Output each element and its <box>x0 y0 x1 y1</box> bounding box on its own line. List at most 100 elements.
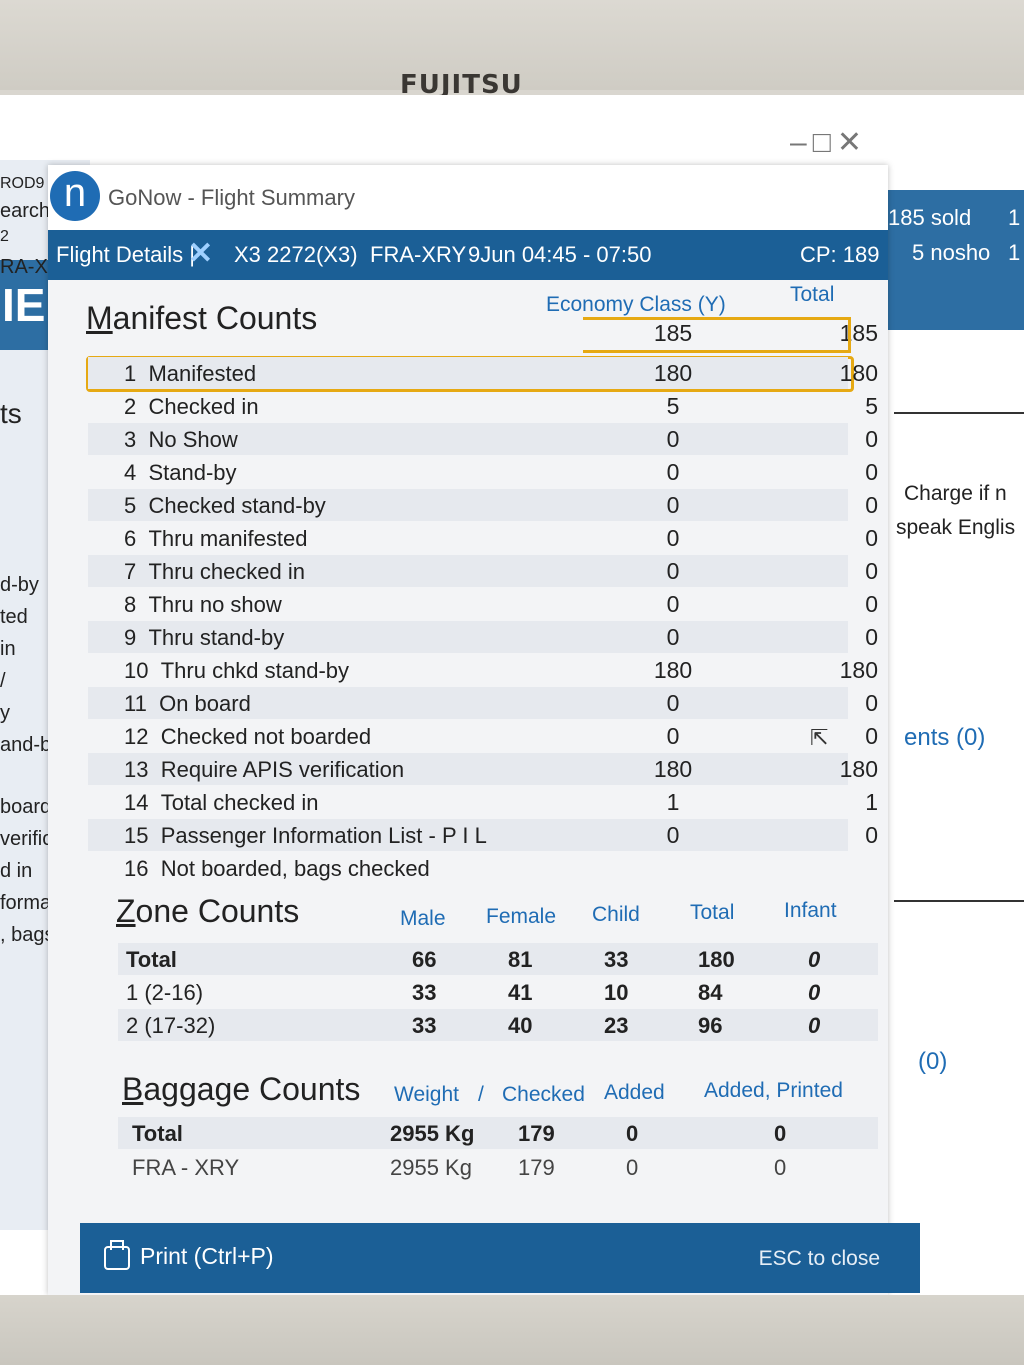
mouse-cursor-icon: ⇱ <box>810 725 829 750</box>
manifest-row-name: Manifested <box>148 361 257 386</box>
bg-left-tag: / <box>0 670 6 692</box>
baggage-cell-added: 0 <box>626 1155 639 1180</box>
close-icon[interactable]: ✕ <box>836 126 868 159</box>
manifest-header-row: 185 185 <box>88 317 878 349</box>
manifest-row[interactable]: 12 Checked not boarded 0 0 <box>88 720 878 752</box>
col-zone-total: Total <box>690 901 735 924</box>
app-logo-icon: n <box>50 171 100 221</box>
manifest-row[interactable]: 8 Thru no show 0 0 <box>88 588 878 620</box>
manifest-row-label: 8 Thru no show <box>124 592 282 618</box>
zone-row: Total 66 81 33 180 0 <box>118 943 878 975</box>
manifest-row-economy: 180 <box>653 657 693 683</box>
bg-right-ents-link[interactable]: ents (0) <box>904 724 986 751</box>
background-app-right: 185 sold 5 nosho 1 1 Charge if n speak E… <box>884 120 1024 1230</box>
highlight-total-box <box>583 317 851 353</box>
manifest-row-economy: 0 <box>666 558 680 584</box>
manifest-row[interactable]: 11 On board 0 0 <box>88 687 878 719</box>
manifest-row[interactable]: 5 Checked stand-by 0 0 <box>88 489 878 521</box>
bg-left-tag: RA-X <box>0 256 48 278</box>
flight-route: FRA-XRY <box>370 242 467 267</box>
bg-left-tag: and-by <box>0 734 62 756</box>
manifest-row[interactable]: 2 Checked in 5 5 <box>88 390 878 422</box>
print-button[interactable]: Print (Ctrl+P) <box>104 1239 274 1270</box>
manifest-row[interactable]: 6 Thru manifested 0 0 <box>88 522 878 554</box>
baggage-cell-name: FRA - XRY <box>132 1155 240 1180</box>
minimize-icon[interactable]: – <box>790 126 813 159</box>
manifest-row[interactable]: 14 Total checked in 1 1 <box>88 786 878 818</box>
manifest-row[interactable]: 16 Not boarded, bags checked <box>88 852 848 884</box>
manifest-row-number: 13 <box>124 757 149 782</box>
zone-row: 2 (17-32) 33 40 23 96 0 <box>118 1009 878 1041</box>
manifest-row[interactable]: 9 Thru stand-by 0 0 <box>88 621 878 653</box>
flight-details-label: Flight Details | <box>56 242 195 267</box>
manifest-row-economy: 0 <box>666 624 680 650</box>
manifest-row[interactable]: 10 Thru chkd stand-by 180 180 <box>88 654 878 686</box>
manifest-row-economy: 180 <box>653 756 693 782</box>
manifest-row-name: Checked stand-by <box>148 493 326 518</box>
manifest-row-economy: 0 <box>666 459 680 485</box>
bg-left-tag: d in <box>0 860 33 882</box>
manifest-row-number: 4 <box>124 460 137 485</box>
manifest-row-label: 15 Passenger Information List - P I L <box>124 823 487 849</box>
print-button-label: Print (Ctrl+P) <box>140 1243 274 1269</box>
zone-cell-infant: 0 <box>808 1013 821 1038</box>
manifest-row-number: 10 <box>124 658 149 683</box>
manifest-row-total: 0 <box>865 624 878 650</box>
manifest-row-number: 6 <box>124 526 137 551</box>
maximize-icon[interactable]: □ <box>812 126 837 159</box>
zone-cell-male: 33 <box>412 1013 437 1038</box>
bg-right-header: 185 sold 5 nosho 1 1 <box>884 190 1024 330</box>
manifest-row-name: Thru no show <box>148 592 282 617</box>
manifest-row-name: Passenger Information List - P I L <box>160 823 487 848</box>
bg-right-zero-link[interactable]: (0) <box>918 1048 948 1075</box>
manifest-row-economy: 0 <box>666 525 680 551</box>
manifest-row-economy: 0 <box>666 723 680 749</box>
manifest-row-name: Thru manifested <box>148 526 308 551</box>
baggage-row: Total 2955 Kg 179 0 0 <box>118 1117 878 1149</box>
manifest-row-name: Thru checked in <box>148 559 306 584</box>
manifest-row[interactable]: 13 Require APIS verification 180 180 <box>88 753 878 785</box>
manifest-row-name: No Show <box>148 427 238 452</box>
zone-cell-total: 84 <box>698 980 723 1005</box>
baggage-cell-printed: 0 <box>774 1155 787 1180</box>
manifest-row[interactable]: 15 Passenger Information List - P I L 0 0 <box>88 819 878 851</box>
zone-cell-infant: 0 <box>808 980 821 1005</box>
manifest-row-number: 3 <box>124 427 137 452</box>
manifest-row-name: Thru stand-by <box>148 625 285 650</box>
manifest-row[interactable]: 7 Thru checked in 0 0 <box>88 555 878 587</box>
manifest-row-name: Require APIS verification <box>160 757 405 782</box>
manifest-row-total: 180 <box>839 360 878 386</box>
baggage-title-text: aggage Counts <box>143 1071 361 1107</box>
col-infant: Infant <box>784 899 837 922</box>
manifest-row-label: 10 Thru chkd stand-by <box>124 658 349 684</box>
manifest-row-label: 6 Thru manifested <box>124 526 307 552</box>
manifest-row-name: On board <box>159 691 251 716</box>
manifest-row-total: 1 <box>865 789 878 815</box>
col-economy-class: Economy Class (Y) <box>546 293 726 316</box>
window-controls: –□✕ <box>790 125 868 160</box>
header-total-count: 185 <box>839 320 878 346</box>
manifest-row-number: 8 <box>124 592 137 617</box>
bg-right-col: 1 <box>1008 240 1021 265</box>
bg-right-divider <box>894 412 1024 414</box>
manifest-row-number: 16 <box>124 856 149 881</box>
flight-summary-window: n GoNow - Flight Summary –□✕ Flight Deta… <box>48 126 920 1295</box>
manifest-row-label: 13 Require APIS verification <box>124 757 404 783</box>
manifest-row-number: 9 <box>124 625 137 650</box>
manifest-row-economy: 180 <box>653 360 693 386</box>
manifest-row-number: 2 <box>124 394 137 419</box>
manifest-row-label: 5 Checked stand-by <box>124 493 326 519</box>
manifest-row-number: 15 <box>124 823 149 848</box>
zone-row: 1 (2-16) 33 41 10 84 0 <box>118 976 878 1008</box>
bg-left-tag: ts <box>0 398 22 429</box>
manifest-row[interactable]: 1 Manifested 180 180 <box>88 357 878 389</box>
flight-time: 9Jun 04:45 - 07:50 <box>468 242 652 267</box>
manifest-row-total: 5 <box>865 393 878 419</box>
manifest-row[interactable]: 4 Stand-by 0 0 <box>88 456 878 488</box>
manifest-row-label: 9 Thru stand-by <box>124 625 284 651</box>
zone-cell-male: 66 <box>412 947 437 972</box>
header-economy-count: 185 <box>653 320 693 346</box>
manifest-row[interactable]: 3 No Show 0 0 <box>88 423 878 455</box>
manifest-row-total: 0 <box>865 822 878 848</box>
esc-to-close-hint[interactable]: ESC to close <box>758 1247 880 1270</box>
